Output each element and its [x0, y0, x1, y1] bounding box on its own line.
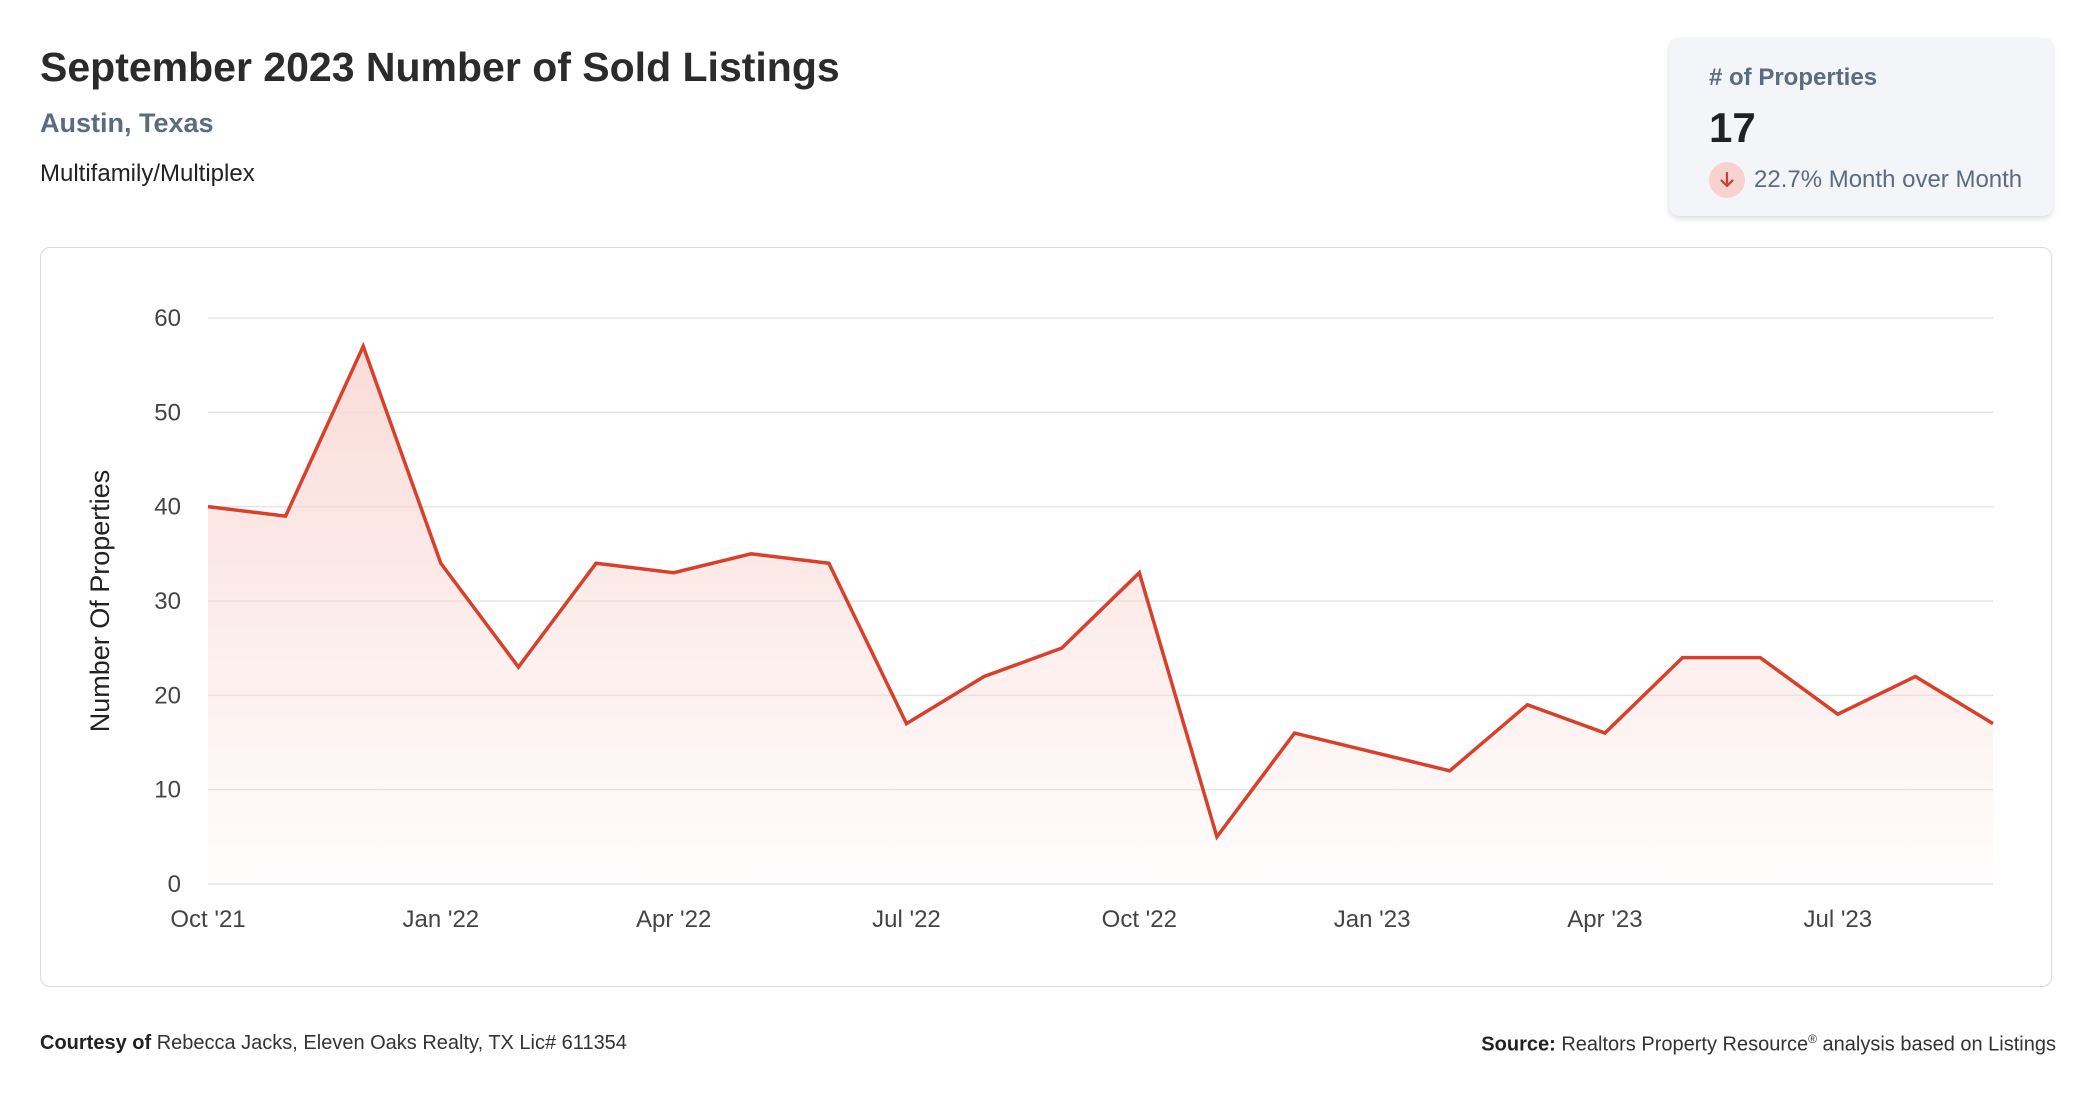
data-point	[284, 514, 288, 518]
data-point	[206, 505, 210, 509]
x-tick-label: Apr '22	[636, 906, 711, 933]
kpi-card: # of Properties 17 22.7% Month over Mont…	[1669, 38, 2053, 216]
data-point	[1758, 656, 1762, 660]
data-point	[1060, 646, 1064, 650]
property-category: Multifamily/Multiplex	[40, 160, 255, 187]
data-point	[1137, 571, 1141, 575]
data-point	[1448, 769, 1452, 773]
x-tick-label: Jan '22	[403, 906, 480, 933]
source-footer: Source: Realtors Property Resource® anal…	[1481, 1032, 2056, 1057]
series-area	[208, 346, 1993, 884]
y-tick-label: 50	[154, 399, 181, 426]
kpi-label: # of Properties	[1709, 64, 1878, 91]
chart-card: 0 10 20 30 40 50 60 Oct '21 Jan '22 Apr '22 Jul '2…	[40, 247, 2052, 987]
data-point	[1836, 712, 1840, 716]
location-subtitle: Austin, Texas	[40, 108, 214, 138]
kpi-value: 17	[1709, 104, 1756, 151]
source-text: analysis based on Listings	[1822, 1033, 2056, 1056]
source-label: Source:	[1481, 1033, 1556, 1056]
y-tick-label: 60	[154, 305, 181, 332]
series-line	[207, 341, 1994, 841]
arrow-down-icon	[1709, 162, 1745, 198]
courtesy-text: Rebecca Jacks, Eleven Oaks Realty, TX Li…	[156, 1032, 627, 1054]
y-tick-label: 20	[154, 682, 181, 709]
source-name: Realtors Property Resource	[1561, 1033, 1809, 1056]
x-tick-label: Jan '23	[1334, 906, 1411, 933]
data-point	[439, 561, 443, 565]
x-tick-label: Apr '23	[1567, 906, 1642, 933]
data-point	[1370, 750, 1374, 754]
data-point	[361, 344, 365, 348]
x-tick-label: Oct '22	[1102, 906, 1177, 933]
data-point	[827, 561, 831, 565]
kpi-change-text: 22.7% Month over Month	[1754, 166, 2023, 193]
x-tick-label: Jul '22	[872, 906, 941, 933]
data-point	[1525, 703, 1529, 707]
courtesy-label: Courtesy of	[40, 1032, 152, 1054]
x-tick-label: Oct '21	[170, 906, 245, 933]
y-tick-label: 10	[154, 777, 181, 804]
data-point	[982, 674, 986, 678]
data-point	[594, 561, 598, 565]
data-point	[516, 665, 520, 669]
data-point	[1681, 656, 1685, 660]
page-title: September 2023 Number of Sold Listings	[40, 44, 840, 90]
y-tick-label: 30	[154, 588, 181, 615]
data-point	[1293, 731, 1297, 735]
data-point	[1991, 722, 1995, 726]
registered-mark: ®	[1808, 1032, 1817, 1046]
y-axis-title: Number Of Properties	[85, 470, 115, 733]
courtesy-footer: Courtesy of Rebecca Jacks, Eleven Oaks R…	[40, 1032, 627, 1055]
y-tick-label: 0	[168, 871, 181, 898]
data-point	[904, 722, 908, 726]
data-point	[749, 552, 753, 556]
data-point	[1913, 674, 1917, 678]
sold-listings-chart: 0 10 20 30 40 50 60 Oct '21 Jan '22 Apr '22 Jul '2…	[85, 305, 1995, 933]
y-tick-label: 40	[154, 494, 181, 521]
data-point	[1603, 731, 1607, 735]
x-tick-label: Jul '23	[1803, 906, 1872, 933]
kpi-change: 22.7% Month over Month	[1709, 162, 2022, 198]
data-point	[1215, 835, 1219, 839]
data-point	[672, 571, 676, 575]
